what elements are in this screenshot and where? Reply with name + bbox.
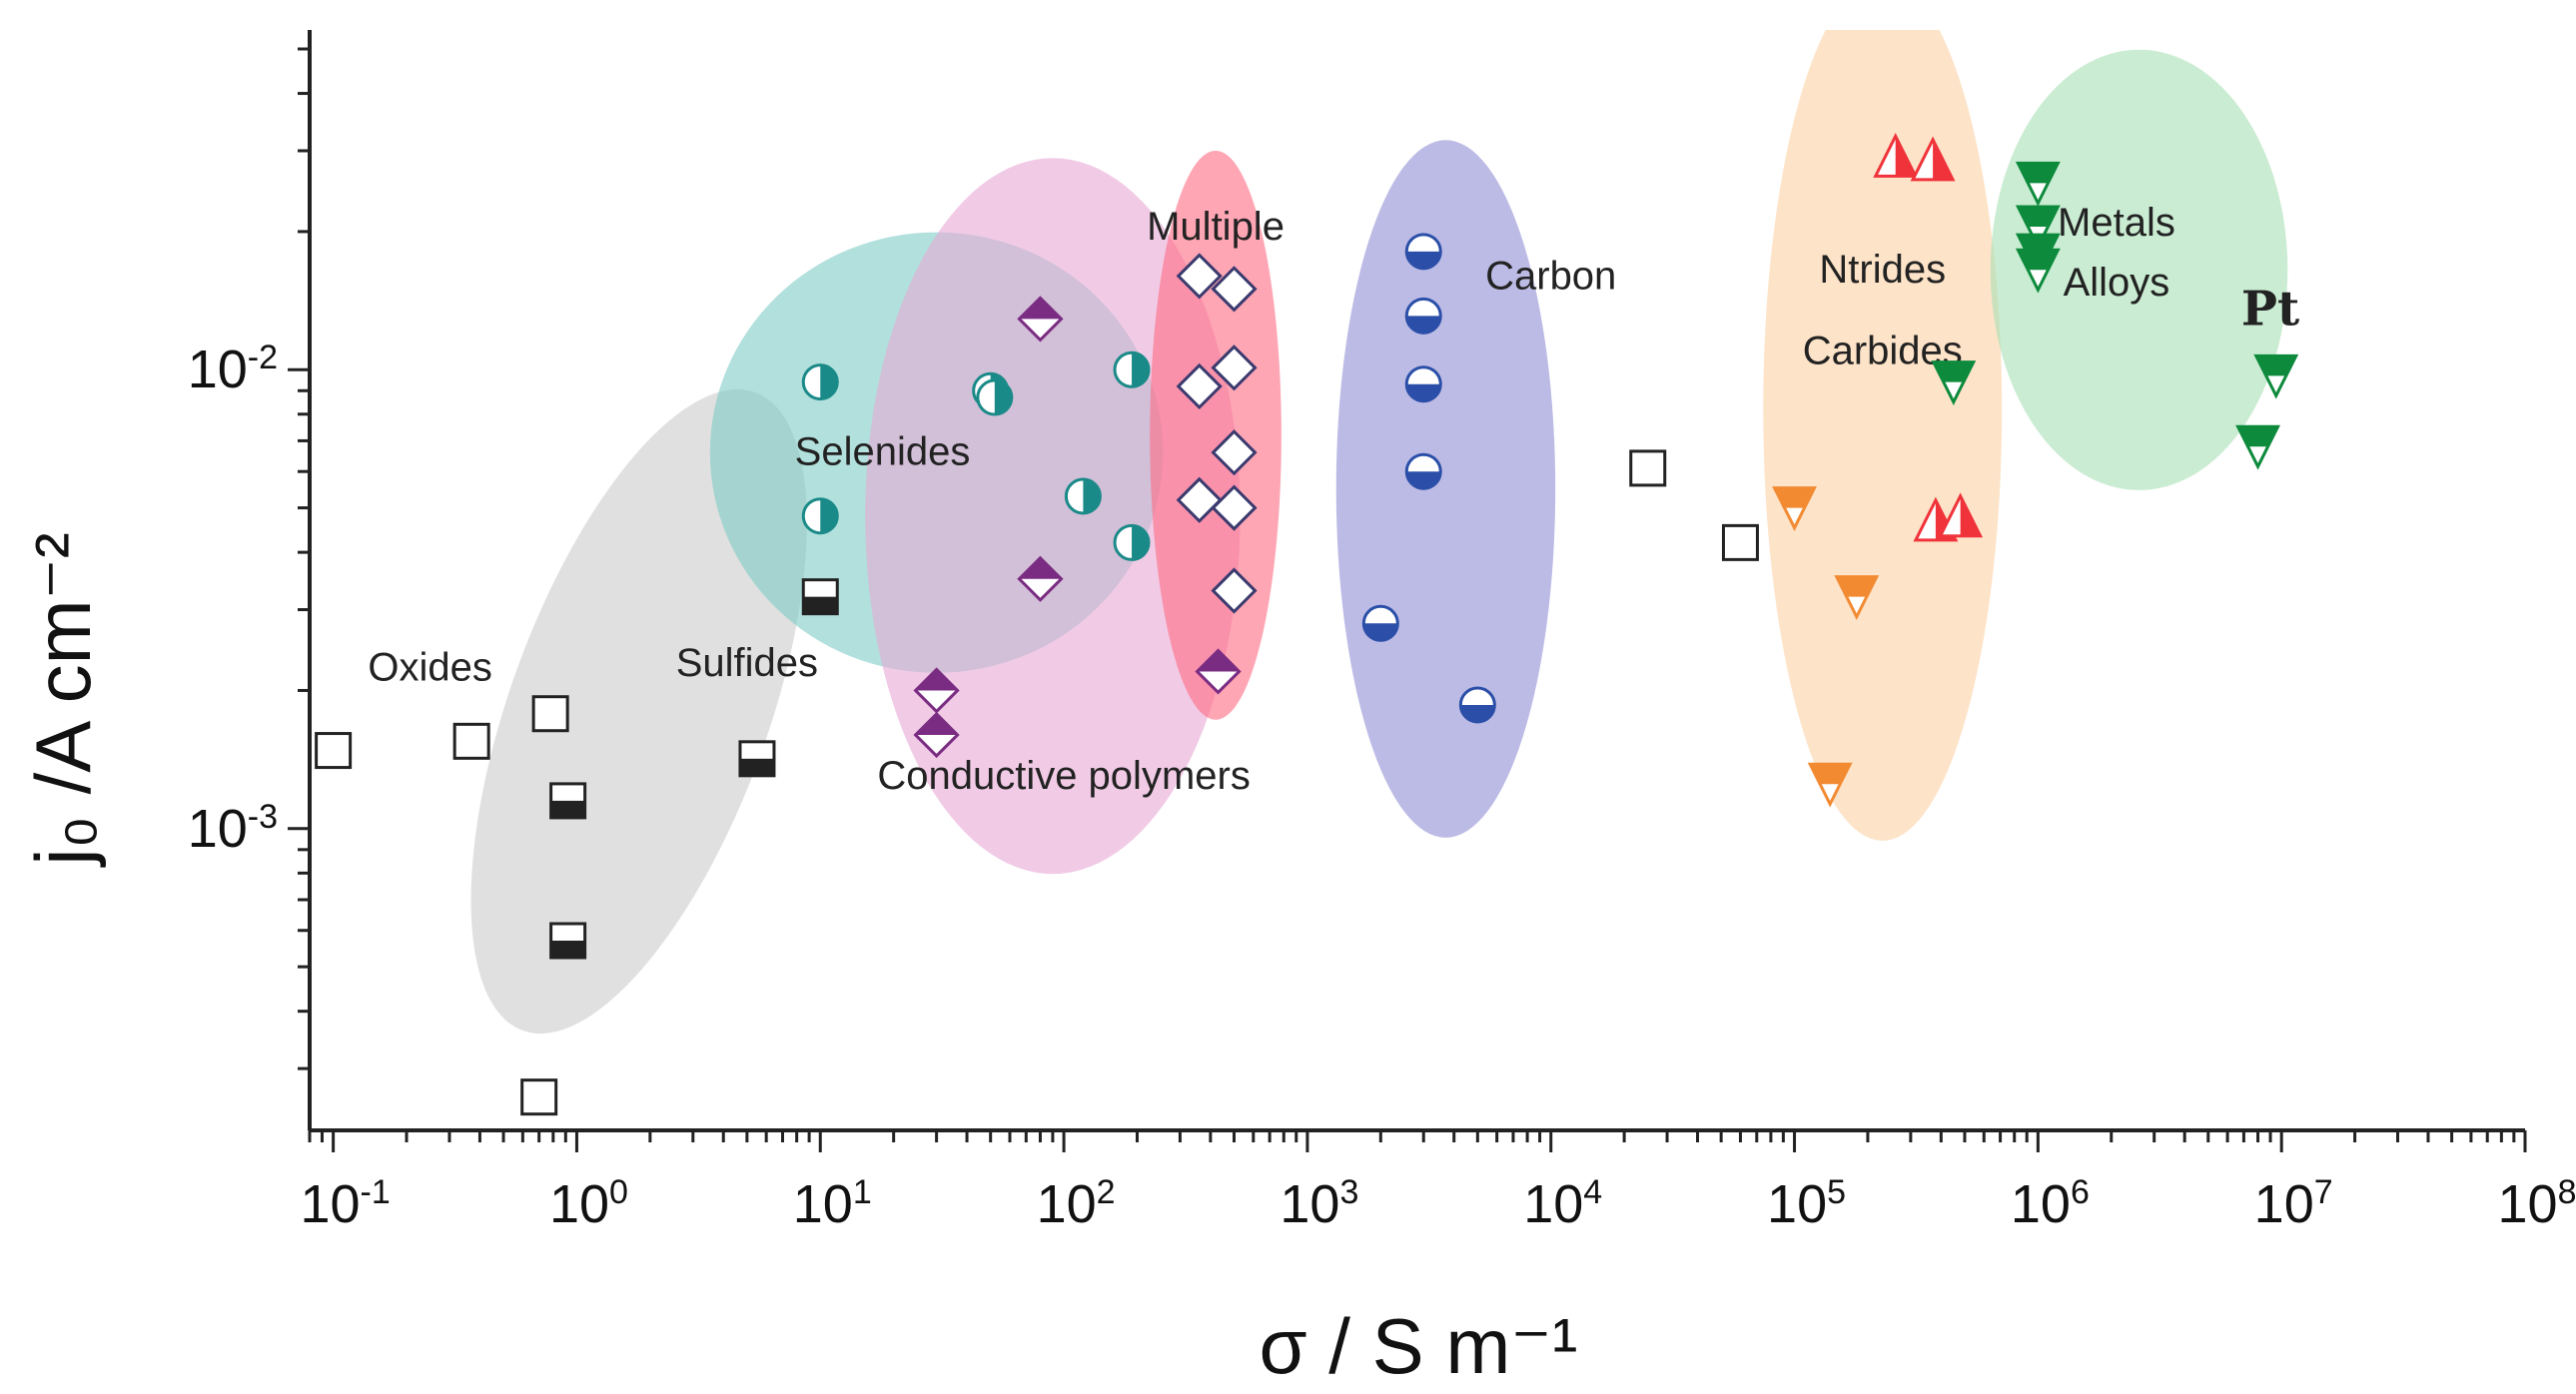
x-tick-label: 106 bbox=[2011, 1173, 2090, 1234]
point-multiple bbox=[1211, 266, 1258, 313]
point-selenides bbox=[1113, 523, 1151, 561]
point-oxides bbox=[520, 1078, 558, 1116]
point-selenides bbox=[801, 497, 839, 535]
point-selenides bbox=[976, 378, 1014, 416]
group-labels: Oxides Sulfides Selenides Conductive polyme… bbox=[368, 201, 2299, 798]
point-oxides bbox=[531, 695, 569, 733]
annotation-pt: Pt bbox=[2241, 282, 2299, 338]
data-points bbox=[315, 133, 2299, 1116]
label-oxides: Oxides bbox=[368, 646, 492, 690]
region-sulfides bbox=[470, 388, 807, 1035]
point-carbides bbox=[1772, 486, 1817, 531]
point-carbon bbox=[1404, 452, 1442, 490]
label-conductive-polymers: Conductive polymers bbox=[877, 754, 1251, 798]
axes: 10-1 100 101 102 103 104 105 106 107 108 10-3 10-2 bbox=[188, 30, 2576, 1234]
x-tick-label: 107 bbox=[2254, 1173, 2333, 1234]
label-multiple: Multiple bbox=[1147, 205, 1285, 249]
region-carbon bbox=[1335, 140, 1556, 838]
point-oxides bbox=[315, 732, 353, 770]
point-multiple bbox=[1176, 253, 1223, 300]
point-metals-alloys bbox=[1931, 360, 1977, 405]
point-conductive-polymers bbox=[1017, 555, 1064, 602]
point-carbides bbox=[1807, 762, 1853, 808]
x-tick-label: 105 bbox=[1767, 1173, 1846, 1234]
point-carbides bbox=[1834, 575, 1880, 621]
point-carbon bbox=[1361, 604, 1399, 642]
point-selenides bbox=[1113, 350, 1151, 388]
point-carbon bbox=[1458, 686, 1496, 724]
label-metals-alloys-2: Alloys bbox=[2064, 261, 2170, 305]
point-carbon bbox=[1404, 297, 1442, 335]
point-metals-alloys bbox=[2015, 161, 2061, 207]
point-carbon bbox=[1404, 233, 1442, 271]
point-sulfides bbox=[549, 922, 587, 960]
label-sulfides: Sulfides bbox=[676, 641, 818, 685]
point-carbon bbox=[1404, 365, 1442, 403]
x-tick-label: 104 bbox=[1523, 1173, 1602, 1234]
point-oxides bbox=[1721, 523, 1759, 561]
point-multiple bbox=[1176, 476, 1223, 523]
point-nitrides bbox=[1910, 136, 1956, 182]
point-multiple bbox=[1211, 484, 1258, 531]
point-sulfides bbox=[738, 740, 776, 778]
point-multiple bbox=[1176, 362, 1223, 410]
x-tick-label: 102 bbox=[1037, 1173, 1116, 1234]
x-tick-label: 103 bbox=[1280, 1173, 1358, 1234]
group-regions bbox=[470, 30, 2288, 1035]
point-nitrides bbox=[1938, 492, 1984, 538]
y-tick-label: 10-2 bbox=[188, 339, 278, 399]
point-conductive-polymers bbox=[913, 667, 960, 714]
x-tick-label: 10-1 bbox=[300, 1173, 390, 1234]
point-selenides bbox=[801, 363, 839, 401]
x-tick-label: 100 bbox=[549, 1173, 628, 1234]
point-oxides bbox=[452, 722, 490, 760]
point-oxides bbox=[1629, 449, 1667, 487]
point-sulfides bbox=[801, 578, 839, 616]
point-metals-alloys bbox=[2253, 353, 2299, 399]
region-conductive-polymers bbox=[865, 158, 1241, 875]
y-tick-label: 10-3 bbox=[188, 798, 278, 859]
point-multiple bbox=[1211, 345, 1258, 391]
label-ntrides-carbides: Ntrides bbox=[1819, 248, 1946, 292]
point-metals-alloys bbox=[2015, 248, 2061, 294]
point-metals-alloys bbox=[2015, 205, 2061, 251]
point-sulfides bbox=[549, 782, 587, 820]
region-ntrides-carbides bbox=[1763, 30, 2003, 841]
region-metals-alloys bbox=[1990, 49, 2288, 490]
point-conductive-polymers bbox=[1195, 648, 1242, 695]
y-axis-title: j₀ /A cm⁻² bbox=[19, 532, 107, 868]
point-nitrides bbox=[1873, 133, 1919, 178]
x-tick-label: 108 bbox=[2498, 1173, 2576, 1234]
x-axis-title: σ / S m⁻¹ bbox=[1260, 1302, 1578, 1390]
label-metals-alloys: Metals bbox=[2058, 201, 2175, 245]
point-conductive-polymers bbox=[1017, 296, 1064, 343]
point-multiple bbox=[1211, 429, 1258, 476]
point-metals-alloys bbox=[2235, 424, 2280, 470]
point-conductive-polymers bbox=[913, 711, 960, 759]
x-tick-label: 101 bbox=[793, 1173, 872, 1234]
point-selenides bbox=[1064, 477, 1102, 515]
label-selenides: Selenides bbox=[795, 430, 971, 474]
point-multiple bbox=[1211, 567, 1258, 614]
label-carbon: Carbon bbox=[1485, 254, 1616, 298]
